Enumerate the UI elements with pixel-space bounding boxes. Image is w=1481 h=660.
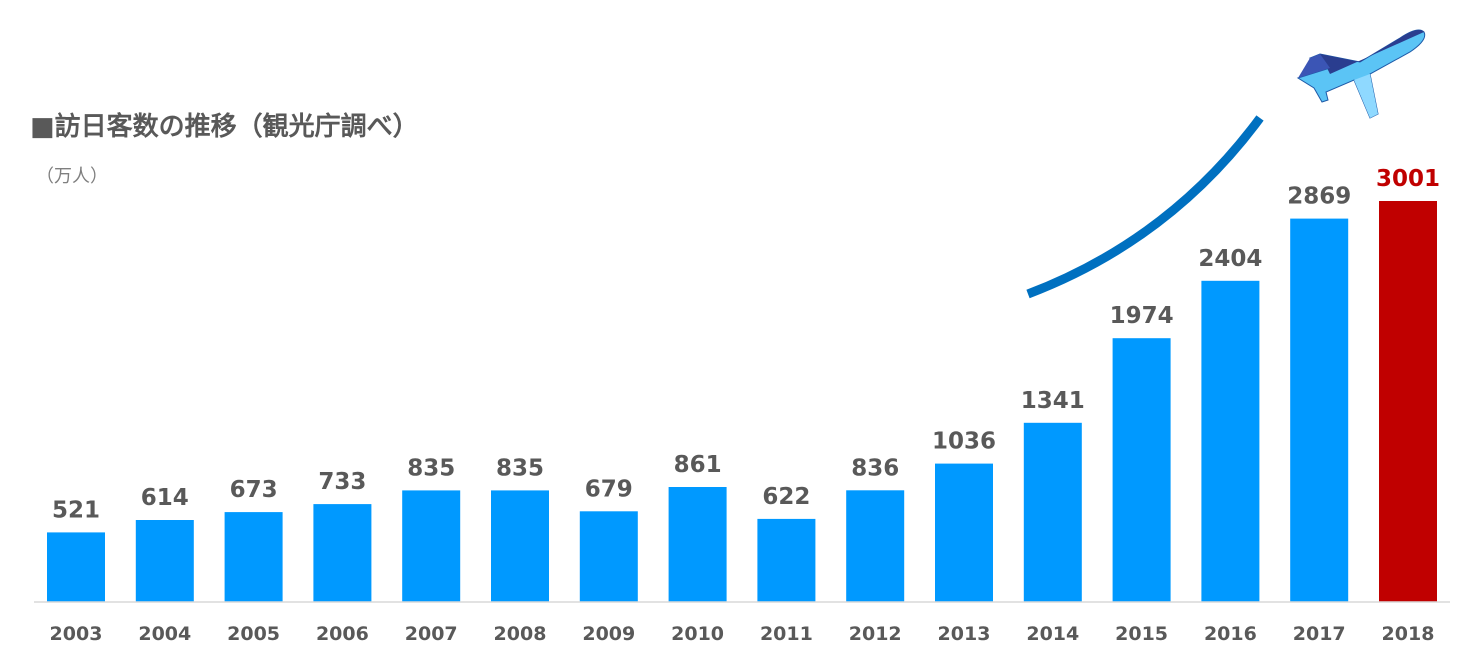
x-tick-2006: 2006 <box>316 623 369 645</box>
x-tick-2004: 2004 <box>138 623 191 645</box>
value-label-2003: 521 <box>52 497 100 523</box>
value-label-2009: 679 <box>585 476 633 502</box>
value-label-2012: 836 <box>851 455 899 481</box>
x-tick-labels-group: 2003 2004 2005 2006 2007 2008 2009 2010 2011 2012… <box>50 623 1435 645</box>
x-tick-2013: 2013 <box>938 623 991 645</box>
value-labels-group: 521 614 673 733 835 835 679 861 622 836 1036 1341 19… <box>52 166 1440 523</box>
bars-group <box>47 201 1437 602</box>
bar-2007 <box>402 490 461 602</box>
value-label-2005: 673 <box>230 477 278 503</box>
value-label-2006: 733 <box>318 469 366 495</box>
value-label-2018: 3001 <box>1376 166 1440 192</box>
bar-2013 <box>935 463 993 602</box>
x-tick-2016: 2016 <box>1204 623 1257 645</box>
x-tick-2012: 2012 <box>849 623 902 645</box>
bar-2004 <box>135 520 194 602</box>
bar-2018 <box>1379 201 1437 602</box>
chart-title: ■訪日客数の推移（観光庁調べ） <box>30 112 419 142</box>
value-label-2015: 1974 <box>1110 303 1174 329</box>
x-tick-2005: 2005 <box>227 623 280 645</box>
bar-2005 <box>224 512 283 602</box>
airplane-icon <box>1296 29 1426 119</box>
bar-2006 <box>313 504 372 602</box>
bar-2003 <box>47 532 105 602</box>
bar-2015 <box>1112 338 1171 602</box>
x-tick-2018: 2018 <box>1382 623 1435 645</box>
bar-2016 <box>1201 280 1260 602</box>
x-tick-2011: 2011 <box>760 623 813 645</box>
bar-2014 <box>1023 422 1082 602</box>
bar-2008 <box>491 490 549 602</box>
x-tick-2017: 2017 <box>1293 623 1346 645</box>
x-tick-2009: 2009 <box>582 623 635 645</box>
x-tick-2014: 2014 <box>1026 623 1079 645</box>
value-label-2008: 835 <box>496 455 544 481</box>
bar-2012 <box>846 490 905 602</box>
x-tick-2003: 2003 <box>50 623 103 645</box>
bar-2017 <box>1290 218 1349 602</box>
value-label-2011: 622 <box>762 484 810 510</box>
value-label-2017: 2869 <box>1287 184 1351 210</box>
bar-2011 <box>757 518 816 602</box>
trend-curve <box>1026 115 1264 299</box>
value-label-2010: 861 <box>674 452 722 478</box>
x-tick-2007: 2007 <box>405 623 458 645</box>
x-tick-2008: 2008 <box>494 623 547 645</box>
value-label-2016: 2404 <box>1198 246 1262 272</box>
bar-2010 <box>668 487 727 602</box>
value-label-2004: 614 <box>141 485 189 511</box>
value-label-2007: 835 <box>407 455 455 481</box>
value-label-2014: 1341 <box>1021 388 1085 414</box>
x-tick-2010: 2010 <box>671 623 724 645</box>
unit-label: （万人） <box>36 166 108 187</box>
value-label-2013: 1036 <box>932 429 996 455</box>
x-tick-2015: 2015 <box>1115 623 1168 645</box>
bar-2009 <box>579 511 638 602</box>
